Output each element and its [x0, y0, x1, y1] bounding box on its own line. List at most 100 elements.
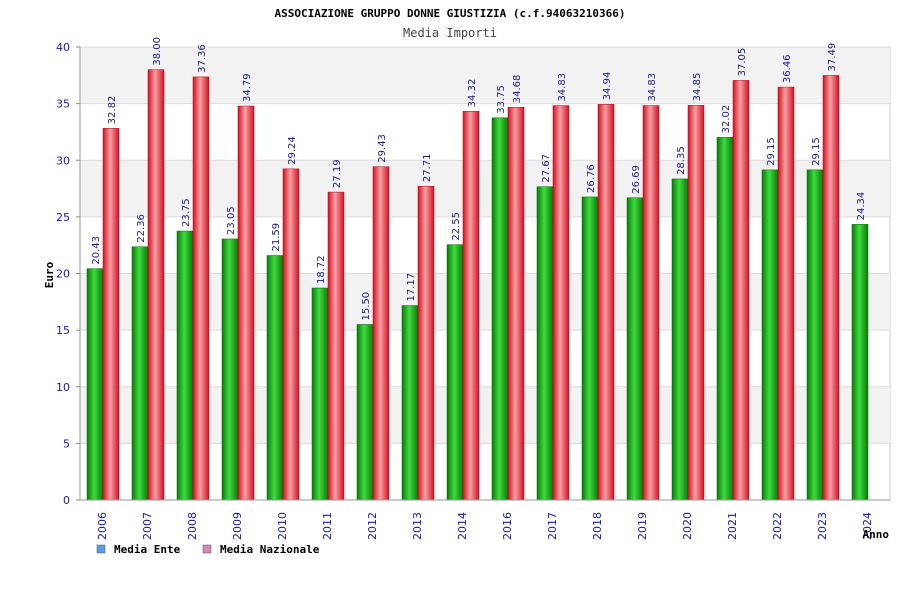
x-tick-label-2024: 2024	[861, 512, 874, 540]
x-tick-label-2016: 2016	[501, 512, 514, 540]
data-label-media-ente-2007: 22.36	[136, 214, 147, 243]
data-label-media-nazionale-2017: 34.83	[557, 73, 568, 102]
data-label-media-ente-2010: 21.59	[271, 223, 282, 252]
y-tick-label: 15	[56, 324, 70, 337]
y-tick-label: 20	[56, 268, 70, 281]
data-label-media-ente-2017: 27.67	[541, 154, 552, 183]
bar-media-ente-2022	[761, 169, 779, 501]
y-tick-label: 30	[56, 154, 70, 167]
data-label-media-ente-2021: 32.02	[721, 105, 732, 134]
legend-swatch-media-nazionale	[202, 544, 212, 554]
x-tick-label-2012: 2012	[366, 512, 379, 540]
data-label-media-ente-2023: 29.15	[811, 137, 822, 166]
x-tick-label-2006: 2006	[96, 512, 109, 540]
bars	[86, 69, 869, 501]
legend-label-media-ente: Media Ente	[114, 543, 181, 556]
bar-media-ente-2006	[86, 268, 104, 501]
data-label-media-ente-2008: 23.75	[181, 198, 192, 227]
data-label-media-nazionale-2007: 38.00	[152, 37, 163, 66]
data-label-media-nazionale-2019: 34.83	[647, 73, 658, 102]
data-label-media-nazionale-2022: 36.46	[782, 54, 793, 83]
data-label-media-nazionale-2008: 37.36	[197, 44, 208, 73]
x-tick-label-2010: 2010	[276, 512, 289, 540]
x-tick-label-2021: 2021	[726, 512, 739, 540]
data-label-media-ente-2018: 26.76	[586, 164, 597, 193]
x-axis-label: Anno	[863, 528, 890, 541]
y-tick-label: 5	[63, 437, 70, 450]
grid-band	[80, 273, 890, 331]
data-label-media-ente-2013: 17.17	[406, 273, 417, 302]
chart-title: ASSOCIAZIONE GRUPPO DONNE GIUSTIZIA (c.f…	[275, 7, 626, 20]
data-label-media-nazionale-2013: 27.71	[422, 154, 433, 183]
grid-band	[80, 47, 890, 104]
bar-media-nazionale-2019	[642, 105, 660, 501]
bar-media-ente-2007	[131, 246, 149, 501]
legend: Media Ente Media Nazionale	[96, 543, 320, 556]
y-tick-label: 0	[63, 494, 70, 507]
bar-media-nazionale-2016	[507, 106, 525, 501]
y-axis-label: Euro	[43, 261, 56, 288]
data-label-media-ente-2014: 22.55	[451, 212, 462, 241]
legend-label-media-nazionale: Media Nazionale	[220, 543, 320, 556]
bar-media-nazionale-2006	[102, 128, 120, 501]
bar-media-nazionale-2014	[462, 111, 480, 501]
data-label-media-nazionale-2010: 29.24	[287, 136, 298, 165]
grid-band	[80, 160, 890, 217]
grid-band	[80, 386, 890, 444]
data-label-media-ente-2012: 15.50	[361, 292, 372, 321]
data-label-media-ente-2020: 28.35	[676, 146, 687, 175]
y-axis-ticks: 0 5 10 15 20 25 30 35 40	[56, 41, 890, 507]
bar-media-ente-2011	[311, 287, 329, 501]
bar-media-nazionale-2018	[597, 104, 615, 501]
x-tick-label-2018: 2018	[591, 512, 604, 540]
y-tick-label: 10	[56, 381, 70, 394]
x-tick-label-2009: 2009	[231, 512, 244, 540]
bar-media-nazionale-2007	[147, 69, 165, 501]
data-label-media-ente-2019: 26.69	[631, 165, 642, 194]
x-tick-label-2013: 2013	[411, 512, 424, 540]
bar-media-ente-2020	[671, 178, 689, 501]
x-tick-label-2014: 2014	[456, 512, 469, 540]
data-label-media-nazionale-2023: 37.49	[827, 43, 838, 72]
data-label-media-nazionale-2006: 32.82	[107, 96, 118, 125]
bar-media-nazionale-2008	[192, 76, 210, 501]
data-label-media-ente-2009: 23.05	[226, 206, 237, 235]
bar-media-ente-2021	[716, 137, 734, 501]
legend-swatch-media-ente	[96, 544, 106, 554]
x-tick-label-2008: 2008	[186, 512, 199, 540]
bar-media-ente-2014	[446, 244, 464, 501]
bar-media-ente-2018	[581, 196, 599, 501]
data-label-media-nazionale-2014: 34.32	[467, 79, 478, 108]
bar-media-ente-2019	[626, 197, 644, 501]
y-tick-label: 25	[56, 211, 70, 224]
bar-media-ente-2009	[221, 238, 239, 501]
data-label-media-nazionale-2009: 34.79	[242, 73, 253, 102]
x-tick-label-2011: 2011	[321, 512, 334, 540]
data-label-media-nazionale-2018: 34.94	[602, 72, 613, 101]
bar-media-nazionale-2017	[552, 105, 570, 501]
chart-subtitle: Media Importi	[403, 26, 497, 40]
data-label-media-nazionale-2016: 34.68	[512, 75, 523, 104]
bar-media-ente-2013	[401, 305, 419, 501]
x-tick-label-2023: 2023	[816, 512, 829, 540]
bar-media-nazionale-2009	[237, 105, 255, 501]
x-axis-ticks: 2006 2007 2008 2009 2010 2011 2012 2013 2014 2016…	[96, 512, 874, 540]
bar-media-ente-2008	[176, 230, 194, 501]
data-labels: 20.43 32.82 22.36 38.00 23.75 37.36 23.05 34.79…	[91, 37, 867, 320]
bar-media-nazionale-2013	[417, 185, 435, 501]
bar-media-ente-2012	[356, 324, 374, 501]
data-label-media-nazionale-2020: 34.85	[692, 73, 703, 102]
data-label-media-ente-2006: 20.43	[91, 236, 102, 265]
bar-media-ente-2010	[266, 255, 284, 501]
x-tick-label-2019: 2019	[636, 512, 649, 540]
bar-media-nazionale-2010	[282, 168, 300, 501]
bar-media-nazionale-2011	[327, 191, 345, 501]
x-tick-label-2017: 2017	[546, 512, 559, 540]
bar-media-ente-2023	[806, 169, 824, 501]
data-label-media-ente-2011: 18.72	[316, 255, 327, 284]
data-label-media-ente-2016: 33.75	[496, 85, 507, 114]
bar-media-ente-2016	[491, 117, 509, 501]
bar-media-ente-2024	[851, 224, 869, 501]
bar-media-nazionale-2023	[822, 75, 840, 501]
